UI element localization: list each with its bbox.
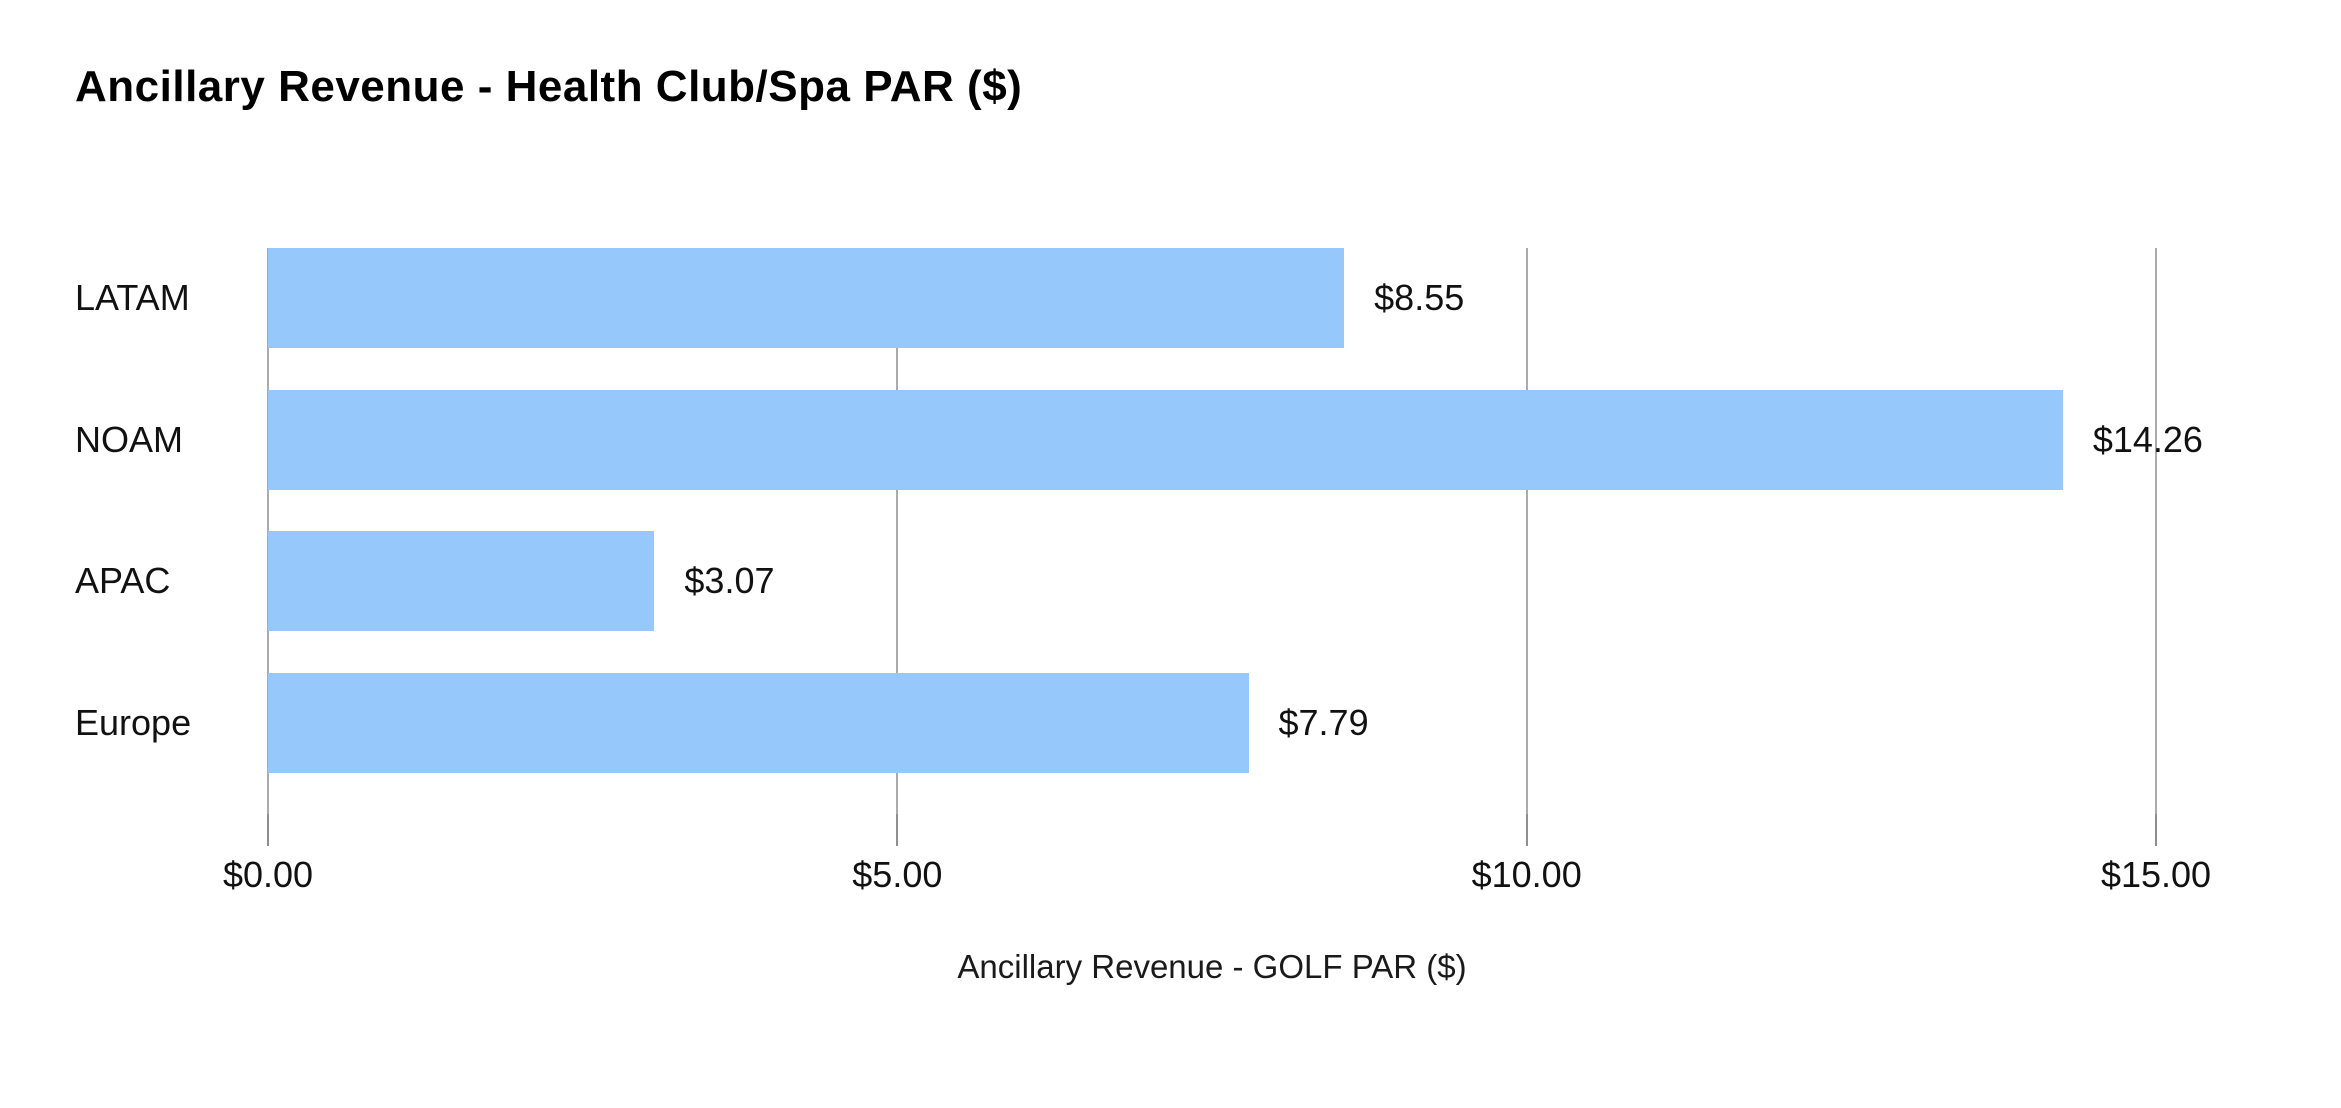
- x-tick-label-5: $5.00: [852, 854, 943, 895]
- x-axis: $0.00 $5.00 $10.00 $15.00: [0, 814, 2341, 934]
- category-cell: APAC: [0, 531, 268, 631]
- bar-value-europe: $7.79: [1278, 701, 1369, 743]
- category-cell: Europe: [0, 673, 268, 773]
- category-label-apac: APAC: [75, 560, 171, 601]
- x-tick-mark-5: [896, 814, 899, 846]
- bar-value-apac: $3.07: [684, 560, 775, 601]
- bar-track: $7.79: [268, 672, 2156, 773]
- bar-row-apac: APAC $3.07: [0, 531, 2341, 673]
- bar-apac: [268, 531, 655, 631]
- gridline-10: [1525, 248, 1528, 814]
- gridline-5: [896, 248, 899, 814]
- bar-track: $3.07: [268, 531, 2156, 631]
- chart-title: Ancillary Revenue - Health Club/Spa PAR …: [75, 62, 1023, 111]
- bar-track: $8.55: [268, 248, 2156, 348]
- x-tick-mark-10: [1525, 814, 1528, 846]
- x-tick-label-15: $15.00: [2100, 854, 2212, 895]
- gridline-15: [2155, 248, 2157, 814]
- x-tick-label-0: $0.00: [222, 854, 314, 895]
- bar-row-europe: Europe $7.79: [0, 672, 2341, 815]
- category-cell: NOAM: [0, 390, 268, 490]
- bar-track: $14.26: [268, 389, 2203, 490]
- plot-area: LATAM $8.55 NOAM $14.26 APAC $3.07 Europe $7.79: [0, 248, 2341, 814]
- bar-europe: [268, 672, 1249, 773]
- category-label-noam: NOAM: [75, 418, 183, 460]
- bar-row-noam: NOAM $14.26: [0, 389, 2341, 532]
- bar-latam: [268, 248, 1345, 348]
- bar-value-latam: $8.55: [1374, 277, 1465, 318]
- x-tick-label-10: $10.00: [1471, 854, 1582, 895]
- bar-rows: LATAM $8.55 NOAM $14.26 APAC $3.07 Europe $7.79: [0, 248, 2341, 814]
- x-tick-mark-15: [2155, 814, 2157, 846]
- category-label-latam: LATAM: [75, 277, 190, 318]
- bar-value-noam: $14.26: [2092, 418, 2203, 460]
- category-label-europe: Europe: [75, 701, 192, 743]
- x-tick-mark-0: [267, 814, 269, 846]
- x-axis-title: Ancillary Revenue - GOLF PAR ($): [957, 948, 1467, 985]
- category-cell: LATAM: [0, 248, 268, 348]
- bar-noam: [268, 389, 2063, 490]
- bar-row-latam: LATAM $8.55: [0, 248, 2341, 390]
